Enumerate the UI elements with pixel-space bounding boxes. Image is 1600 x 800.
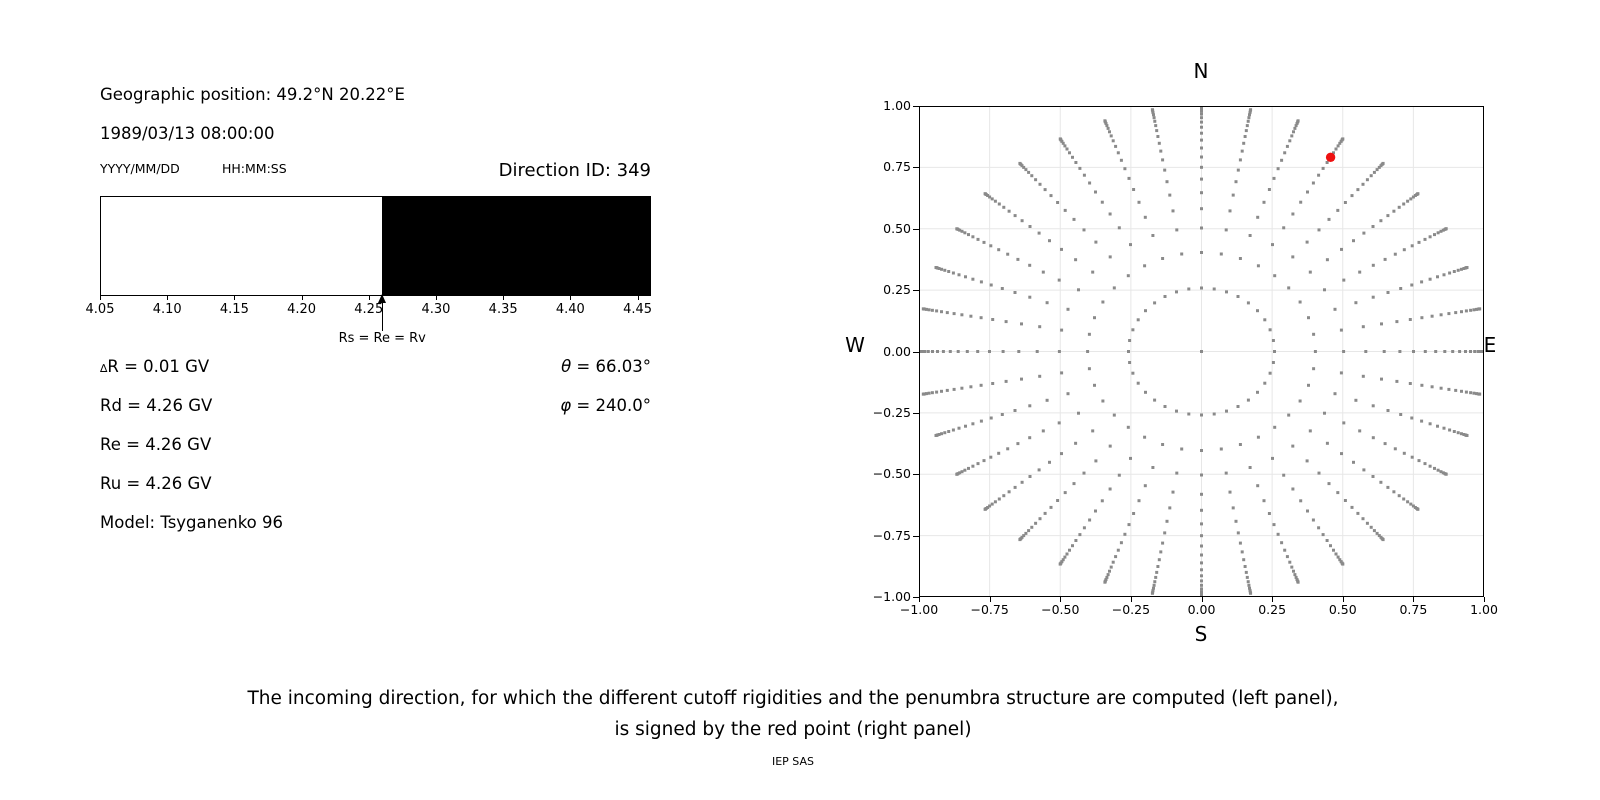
sky-x-tick-mark — [1272, 597, 1274, 602]
cutoff-arrow-label: Rs = Re = Rv — [338, 331, 426, 346]
penumbra-tick-label: 4.25 — [354, 302, 384, 317]
penumbra-tick-label: 4.30 — [421, 302, 451, 317]
east-label: E — [1483, 333, 1497, 357]
sky-y-tick-mark — [913, 167, 919, 169]
penumbra-tick-mark — [100, 296, 101, 300]
forbidden-region — [382, 197, 650, 295]
sky-x-tick-mark — [1342, 597, 1344, 602]
phi-symbol: φ — [560, 396, 572, 415]
sky-y-tick-label: 0.00 — [883, 343, 911, 359]
penumbra-tick-mark — [503, 296, 505, 300]
re-value: Re = 4.26 GV — [100, 435, 212, 454]
penumbra-tick-label: 4.05 — [85, 302, 115, 317]
sky-x-tick-mark — [1060, 597, 1062, 602]
sky-x-tick-label: −0.25 — [1111, 602, 1151, 617]
penumbra-tick-mark — [435, 296, 437, 300]
sky-x-tick-label: −0.75 — [970, 602, 1009, 617]
caption-line1: The incoming direction, for which the di… — [247, 688, 1339, 709]
direction-id: Direction ID: 349 — [498, 160, 651, 181]
sky-x-tick-mark — [989, 597, 991, 602]
sky-x-tick-mark — [1413, 597, 1415, 602]
sky-x-tick-mark — [919, 597, 920, 602]
ru-value: Ru = 4.26 GV — [100, 474, 212, 493]
sky-y-tick-label: 1.00 — [883, 98, 911, 113]
south-label: S — [1194, 622, 1208, 646]
sky-plot-frame — [919, 106, 1484, 597]
penumbra-tick-label: 4.15 — [219, 302, 249, 317]
theta-symbol: θ — [561, 357, 572, 376]
penumbra-tick-mark — [368, 296, 370, 300]
sky-x-tick-label: 0.25 — [1258, 602, 1287, 617]
delta-symbol: ∆ — [100, 362, 108, 375]
penumbra-tick-mark — [234, 296, 236, 300]
rd-value: Rd = 4.26 GV — [100, 396, 213, 415]
penumbra-tick-mark — [167, 296, 169, 300]
penumbra-tick-mark — [301, 296, 303, 300]
sky-x-tick-label: 0.00 — [1187, 602, 1216, 617]
caption-line2: is signed by the red point (right panel) — [614, 719, 972, 740]
theta-value: θ = 66.03° — [561, 357, 651, 376]
model-name: Model: Tsyganenko 96 — [100, 513, 284, 532]
sky-y-tick-label: 0.75 — [883, 159, 911, 175]
sky-y-tick-mark — [913, 351, 919, 353]
sky-y-tick-mark — [913, 535, 919, 537]
penumbra-tick-label: 4.10 — [152, 302, 182, 317]
sky-y-tick-label: −0.50 — [872, 466, 911, 482]
geographic-position: Geographic position: 49.2°N 20.22°E — [100, 85, 405, 104]
sky-y-tick-label: −0.25 — [872, 404, 911, 420]
sky-y-tick-label: −1.00 — [872, 589, 911, 604]
sky-x-tick-mark — [1130, 597, 1132, 602]
sky-x-tick-label: 1.00 — [1470, 602, 1498, 617]
sky-y-tick-mark — [913, 106, 919, 107]
penumbra-tick-label: 4.45 — [623, 302, 653, 317]
credit: IEP SAS — [771, 755, 815, 768]
penumbra-tick-mark — [570, 296, 572, 300]
penumbra-tick-label: 4.35 — [488, 302, 518, 317]
direction-scatter-plot — [919, 106, 1484, 597]
penumbra-tick-label: 4.20 — [287, 302, 317, 317]
sky-y-tick-label: 0.25 — [883, 282, 911, 298]
cutoff-arrow-line — [381, 303, 383, 331]
sky-y-tick-mark — [913, 412, 919, 414]
cutoff-arrow-head — [377, 294, 386, 303]
time-format-hint: HH:MM:SS — [222, 161, 287, 176]
sky-x-tick-mark — [1201, 597, 1203, 602]
north-label: N — [1193, 59, 1209, 83]
sky-x-tick-label: −0.50 — [1041, 602, 1080, 617]
sky-y-tick-mark — [913, 597, 919, 598]
delta-r-value: ∆R = 0.01 GV — [100, 357, 210, 376]
date-format-hint: YYYY/MM/DD — [100, 161, 180, 176]
sky-x-tick-label: −1.00 — [899, 602, 939, 617]
sky-x-tick-label: 0.75 — [1399, 602, 1428, 617]
phi-value: φ = 240.0° — [560, 396, 651, 415]
sky-y-tick-mark — [913, 290, 919, 292]
sky-y-tick-label: −0.75 — [872, 527, 911, 543]
penumbra-tick-label: 4.40 — [555, 302, 585, 317]
sky-x-tick-label: 0.50 — [1328, 602, 1357, 617]
selected-direction-point — [1325, 152, 1336, 162]
datetime: 1989/03/13 08:00:00 — [100, 124, 275, 143]
sky-y-tick-label: 0.50 — [883, 220, 911, 236]
penumbra-tick-mark — [637, 296, 639, 300]
penumbra-chart — [100, 196, 651, 296]
sky-y-tick-mark — [913, 228, 919, 230]
sky-x-tick-mark — [1484, 597, 1485, 602]
sky-y-tick-mark — [913, 474, 919, 476]
west-label: W — [845, 333, 865, 357]
